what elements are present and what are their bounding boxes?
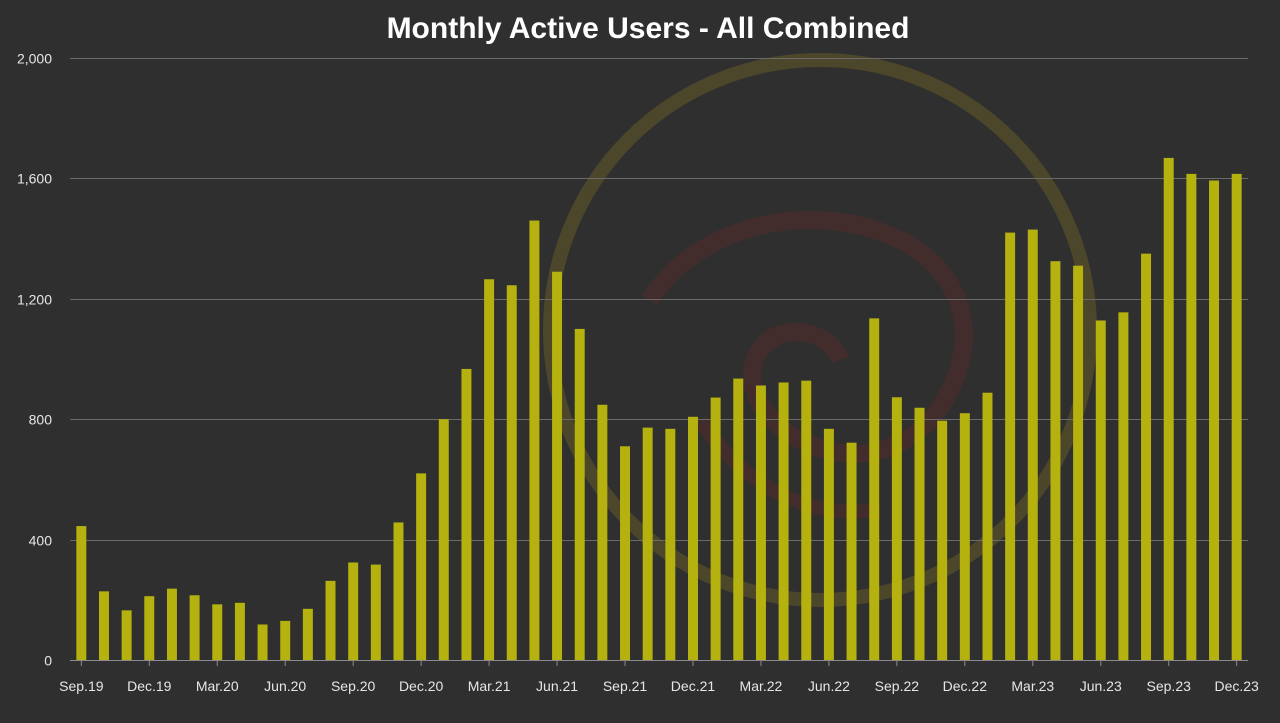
bar-Sep.19: [76, 526, 87, 660]
bar-May.22: [801, 380, 812, 660]
bar-Dec.20: [416, 473, 427, 660]
bar-May.23: [1073, 265, 1084, 660]
bar-Jul.22: [846, 442, 857, 660]
bar-Apr.23: [1050, 261, 1061, 660]
y-tick-label: 400: [29, 533, 53, 549]
x-tick-label: Dec.22: [943, 678, 988, 694]
x-tick-label: Sep.22: [875, 678, 920, 694]
x-tick-label: Dec.23: [1214, 678, 1259, 694]
gridlines: [70, 58, 1248, 541]
bar-Oct.21: [642, 427, 653, 660]
x-tick-label: Dec.19: [127, 678, 172, 694]
x-tick-label: Sep.20: [331, 678, 376, 694]
bar-Nov.20: [393, 522, 404, 660]
y-tick-label: 2,000: [17, 51, 52, 67]
bar-Dec.23: [1231, 173, 1242, 660]
bar-Jan.23: [982, 392, 993, 660]
bar-Nov.19: [121, 610, 132, 660]
bar-Oct.23: [1186, 173, 1197, 660]
bar-Feb.22: [733, 378, 744, 660]
x-tick-label: Dec.21: [671, 678, 716, 694]
bar-Apr.21: [506, 285, 517, 660]
bar-Aug.21: [597, 404, 608, 660]
x-tick-label: Jun.20: [264, 678, 306, 694]
bar-Sep.21: [620, 446, 631, 660]
bar-Jul.21: [574, 328, 585, 660]
chart-title: Monthly Active Users - All Combined: [387, 12, 910, 45]
bar-May.21: [529, 220, 540, 661]
bar-Mar.20: [212, 604, 223, 660]
bar-Sep.22: [891, 397, 902, 660]
x-axis-ticks: Sep.19 Dec.19 Mar.20 Jun.20 Sep.20 Dec.20 Mar.…: [59, 660, 1259, 694]
bar-Dec.21: [688, 416, 698, 660]
bar-May.20: [257, 624, 268, 660]
x-tick-label: Sep.19: [59, 678, 104, 694]
bar-Nov.22: [937, 420, 948, 660]
x-tick-label: Mar.22: [740, 678, 783, 694]
bar-Sep.23: [1163, 157, 1174, 660]
bar-Jun.21: [552, 271, 563, 660]
bar-Jun.22: [823, 428, 834, 660]
bar-Mar.22: [755, 385, 766, 660]
bar-Aug.23: [1141, 253, 1152, 660]
x-tick-label: Mar.23: [1011, 678, 1054, 694]
bar-Oct.22: [914, 407, 925, 660]
bar-Apr.22: [778, 382, 789, 660]
bar-Nov.21: [665, 428, 676, 660]
x-tick-label: Sep.21: [603, 678, 648, 694]
bar-Oct.19: [99, 591, 109, 660]
bar-Feb.20: [189, 595, 200, 660]
bar-Aug.22: [869, 318, 880, 660]
bar-Apr.20: [234, 602, 245, 660]
x-tick-label: Mar.21: [468, 678, 511, 694]
bar-Nov.23: [1209, 180, 1220, 660]
x-tick-label: Mar.20: [196, 678, 239, 694]
bar-Jun.20: [280, 620, 291, 660]
y-tick-label: 800: [29, 412, 53, 428]
bars: [76, 157, 1242, 661]
bar-Oct.20: [370, 564, 381, 660]
bar-Mar.21: [484, 279, 495, 660]
bar-Jan.21: [438, 419, 449, 660]
y-tick-label: 1,600: [17, 171, 52, 187]
bar-Sep.20: [348, 562, 359, 660]
y-tick-label: 1,200: [17, 292, 52, 308]
x-tick-label: Jun.23: [1080, 678, 1122, 694]
bar-Jun.23: [1095, 320, 1106, 660]
bar-Jan.22: [710, 397, 721, 660]
x-tick-label: Jun.22: [808, 678, 850, 694]
y-axis-ticks: 0 400 800 1,200 1,600 2,000: [17, 51, 52, 669]
x-tick-label: Sep.23: [1147, 678, 1192, 694]
bar-Dec.19: [144, 596, 155, 660]
bar-Aug.20: [325, 580, 336, 660]
bar-Dec.22: [959, 413, 970, 660]
x-tick-label: Dec.20: [399, 678, 444, 694]
y-tick-label: 0: [44, 653, 52, 669]
bar-Jul.23: [1118, 312, 1129, 660]
bar-Jul.20: [302, 608, 313, 660]
x-tick-label: Jun.21: [536, 678, 578, 694]
bar-Mar.23: [1027, 229, 1038, 660]
bar-Feb.23: [1005, 232, 1016, 660]
bar-Jan.20: [166, 588, 177, 660]
bar-Feb.21: [461, 368, 472, 660]
